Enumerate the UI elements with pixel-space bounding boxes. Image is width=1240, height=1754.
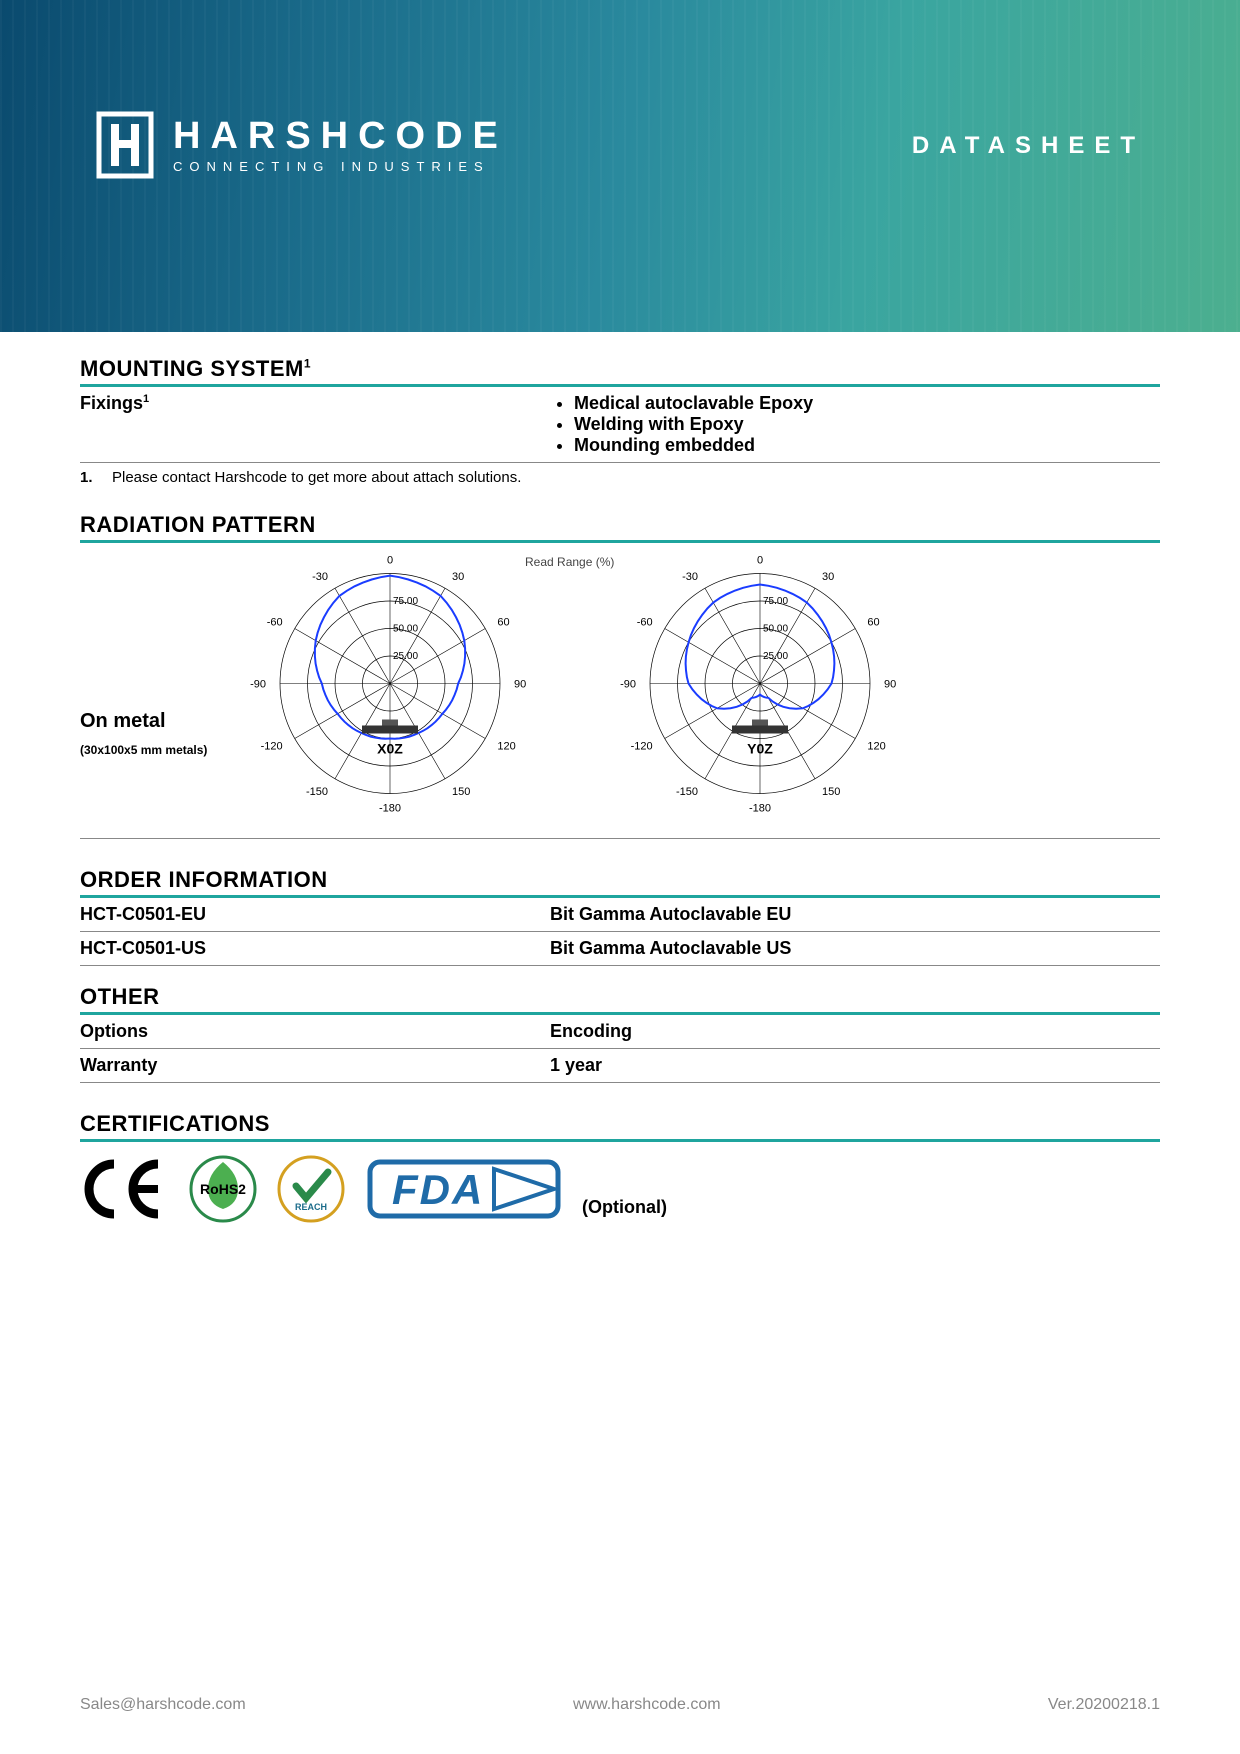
- svg-text:30: 30: [822, 571, 834, 583]
- radiation-block: On metal (30x100x5 mm metals) Read Range…: [80, 543, 1160, 839]
- fixings-label: Fixings: [80, 393, 143, 413]
- svg-text:150: 150: [822, 786, 840, 798]
- svg-text:Y0Z: Y0Z: [747, 741, 773, 757]
- svg-text:-90: -90: [620, 679, 636, 691]
- certs-row: RoHS2 REACH FDA (Optional): [80, 1142, 1160, 1236]
- logo-block: HARSHCODE CONNECTING INDUSTRIES: [95, 110, 508, 180]
- section-title-certs: CERTIFICATIONS: [80, 1107, 1160, 1142]
- mounting-footnote: 1. Please contact Harshcode to get more …: [80, 463, 1160, 488]
- fda-icon: FDA: [364, 1154, 564, 1224]
- svg-text:0: 0: [757, 555, 763, 567]
- fixings-list: Medical autoclavable Epoxy Welding with …: [550, 393, 1160, 456]
- svg-text:-30: -30: [312, 571, 328, 583]
- svg-text:50.00: 50.00: [763, 624, 788, 635]
- datasheet-label: DATASHEET: [912, 132, 1145, 160]
- order-desc: Bit Gamma Autoclavable US: [550, 938, 1160, 959]
- svg-text:-30: -30: [682, 571, 698, 583]
- section-title-mounting: MOUNTING SYSTEM1: [80, 352, 1160, 387]
- list-item: Medical autoclavable Epoxy: [574, 393, 1160, 414]
- mounting-row: Fixings1 Medical autoclavable Epoxy Weld…: [80, 387, 1160, 463]
- svg-text:X0Z: X0Z: [377, 741, 403, 757]
- brand-tagline: CONNECTING INDUSTRIES: [173, 159, 508, 174]
- polar-legend: Read Range (%): [525, 555, 614, 569]
- fixings-sup: 1: [143, 393, 149, 405]
- radiation-label-sub: (30x100x5 mm metals): [80, 743, 235, 757]
- page-content: MOUNTING SYSTEM1 Fixings1 Medical autocl…: [0, 332, 1240, 1236]
- hero-banner: HARSHCODE CONNECTING INDUSTRIES DATASHEE…: [0, 0, 1240, 332]
- footer-email: Sales@harshcode.com: [80, 1696, 246, 1714]
- brand-name: HARSHCODE: [173, 117, 508, 155]
- svg-text:-90: -90: [250, 679, 266, 691]
- other-label: Warranty: [80, 1055, 550, 1076]
- svg-text:120: 120: [867, 741, 885, 753]
- section-title-order: ORDER INFORMATION: [80, 863, 1160, 898]
- svg-text:50.00: 50.00: [393, 624, 418, 635]
- svg-text:-60: -60: [267, 617, 283, 629]
- section-title-radiation: RADIATION PATTERN: [80, 508, 1160, 543]
- table-row: HCT-C0501-EU Bit Gamma Autoclavable EU: [80, 898, 1160, 932]
- svg-text:60: 60: [867, 617, 879, 629]
- svg-text:75.00: 75.00: [393, 596, 418, 607]
- footnote-text: Please contact Harshcode to get more abo…: [112, 469, 521, 486]
- mounting-title-text: MOUNTING SYSTEM: [80, 356, 304, 381]
- svg-text:-180: -180: [379, 803, 401, 815]
- ce-icon: [80, 1154, 170, 1224]
- list-item: Welding with Epoxy: [574, 414, 1160, 435]
- rohs2-icon: RoHS2: [188, 1154, 258, 1224]
- svg-text:0: 0: [387, 555, 393, 567]
- order-desc: Bit Gamma Autoclavable EU: [550, 904, 1160, 925]
- svg-text:-60: -60: [637, 617, 653, 629]
- polar-chart-xoz: 25.0050.0075.000306090120150-180-150-120…: [235, 551, 545, 826]
- radiation-label: On metal (30x100x5 mm metals): [80, 620, 235, 757]
- svg-text:75.00: 75.00: [763, 596, 788, 607]
- mounting-row-value: Medical autoclavable Epoxy Welding with …: [550, 393, 1160, 456]
- svg-text:30: 30: [452, 571, 464, 583]
- svg-text:-180: -180: [749, 803, 771, 815]
- table-row: Warranty 1 year: [80, 1049, 1160, 1083]
- mounting-row-label: Fixings1: [80, 393, 550, 456]
- other-value: 1 year: [550, 1055, 1160, 1076]
- svg-text:90: 90: [514, 679, 526, 691]
- table-row: Options Encoding: [80, 1015, 1160, 1049]
- footer-url: www.harshcode.com: [573, 1696, 721, 1714]
- svg-text:60: 60: [497, 617, 509, 629]
- section-title-other: OTHER: [80, 980, 1160, 1015]
- polar-chart-yoz: 25.0050.0075.000306090120150-180-150-120…: [605, 551, 915, 826]
- svg-text:FDA: FDA: [392, 1166, 484, 1213]
- polar-charts-wrap: Read Range (%) 25.0050.0075.000306090120…: [235, 551, 915, 826]
- svg-text:-120: -120: [631, 741, 653, 753]
- other-value: Encoding: [550, 1021, 1160, 1042]
- svg-text:120: 120: [497, 741, 515, 753]
- order-code: HCT-C0501-EU: [80, 904, 550, 925]
- page-footer: Sales@harshcode.com www.harshcode.com Ve…: [80, 1696, 1160, 1714]
- other-label: Options: [80, 1021, 550, 1042]
- svg-text:-150: -150: [676, 786, 698, 798]
- mounting-title-sup: 1: [304, 357, 311, 371]
- footnote-number: 1.: [80, 469, 100, 486]
- svg-text:150: 150: [452, 786, 470, 798]
- svg-text:RoHS2: RoHS2: [200, 1181, 246, 1197]
- svg-text:REACH: REACH: [295, 1202, 327, 1212]
- list-item: Mounding embedded: [574, 435, 1160, 456]
- svg-text:-150: -150: [306, 786, 328, 798]
- logo-icon: [95, 110, 155, 180]
- order-code: HCT-C0501-US: [80, 938, 550, 959]
- table-row: HCT-C0501-US Bit Gamma Autoclavable US: [80, 932, 1160, 966]
- logo-text: HARSHCODE CONNECTING INDUSTRIES: [173, 117, 508, 174]
- reach-icon: REACH: [276, 1154, 346, 1224]
- svg-text:90: 90: [884, 679, 896, 691]
- svg-text:-120: -120: [261, 741, 283, 753]
- radiation-label-main: On metal: [80, 710, 235, 733]
- optional-label: (Optional): [582, 1197, 667, 1224]
- footer-version: Ver.20200218.1: [1048, 1696, 1160, 1714]
